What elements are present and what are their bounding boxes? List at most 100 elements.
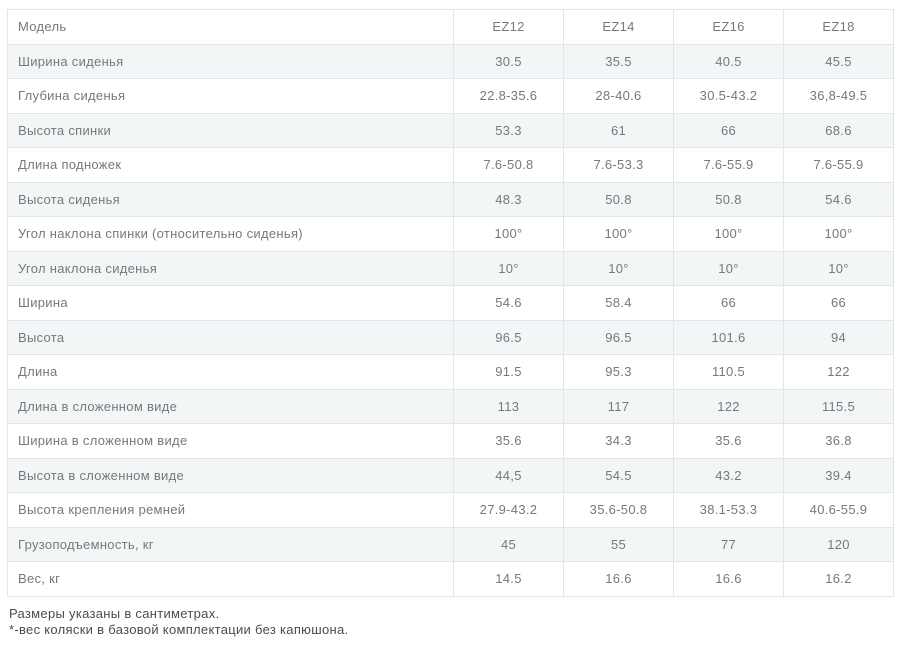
table-row: Длина в сложенном виде 113 117 122 115.5 bbox=[7, 388, 894, 424]
cell-value: 61 bbox=[563, 112, 674, 148]
table-row: Высота крепления ремней 27.9-43.2 35.6-50.… bbox=[7, 492, 894, 528]
cell-value: 77 bbox=[673, 526, 784, 562]
cell-value: 45.5 bbox=[783, 43, 894, 79]
table-row: Высота сиденья 48.3 50.8 50.8 54.6 bbox=[7, 181, 894, 217]
model-name: EZ18 bbox=[783, 9, 894, 45]
row-label: Угол наклона спинки (относительно сидень… bbox=[7, 216, 454, 252]
cell-value: 35.5 bbox=[563, 43, 674, 79]
cell-value: 34.3 bbox=[563, 423, 674, 459]
cell-value: 100° bbox=[783, 216, 894, 252]
cell-value: 66 bbox=[673, 112, 784, 148]
footnotes: Размеры указаны в сантиметрах. *-вес кол… bbox=[7, 606, 894, 638]
cell-value: 100° bbox=[453, 216, 564, 252]
cell-value: 113 bbox=[453, 388, 564, 424]
cell-value: 10° bbox=[783, 250, 894, 286]
cell-value: 35.6 bbox=[453, 423, 564, 459]
cell-value: 66 bbox=[783, 285, 894, 321]
cell-value: 7.6-53.3 bbox=[563, 147, 674, 183]
cell-value: 55 bbox=[563, 526, 674, 562]
footnote-weight: *-вес коляски в базовой комплектации без… bbox=[9, 621, 349, 637]
cell-value: 39.4 bbox=[783, 457, 894, 493]
cell-value: 91.5 bbox=[453, 354, 564, 390]
table-row: Длина 91.5 95.3 110.5 122 bbox=[7, 354, 894, 390]
cell-value: 7.6-50.8 bbox=[453, 147, 564, 183]
row-label: Глубина сиденья bbox=[7, 78, 454, 114]
table-row: Вес, кг 14.5 16.6 16.6 16.2 bbox=[7, 561, 894, 597]
model-name: EZ14 bbox=[563, 9, 674, 45]
table-row: Высота в сложенном виде 44,5 54.5 43.2 39.4 bbox=[7, 457, 894, 493]
table-row: Высота спинки 53.3 61 66 68.6 bbox=[7, 112, 894, 148]
cell-value: 53.3 bbox=[453, 112, 564, 148]
cell-value: 66 bbox=[673, 285, 784, 321]
cell-value: 30.5 bbox=[453, 43, 564, 79]
row-label: Высота в сложенном виде bbox=[7, 457, 454, 493]
table-row: Угол наклона спинки (относительно сидень… bbox=[7, 216, 894, 252]
cell-value: 7.6-55.9 bbox=[673, 147, 784, 183]
cell-value: 16.6 bbox=[563, 561, 674, 597]
table-row: Угол наклона сиденья 10° 10° 10° 10° bbox=[7, 250, 894, 286]
cell-value: 22.8-35.6 bbox=[453, 78, 564, 114]
cell-value: 96.5 bbox=[563, 319, 674, 355]
cell-value: 48.3 bbox=[453, 181, 564, 217]
cell-value: 54.6 bbox=[783, 181, 894, 217]
row-label: Высота сиденья bbox=[7, 181, 454, 217]
cell-value: 50.8 bbox=[673, 181, 784, 217]
cell-value: 54.5 bbox=[563, 457, 674, 493]
header-row: Модель EZ12 EZ14 EZ16 EZ18 bbox=[7, 9, 894, 45]
footnote-units: Размеры указаны в сантиметрах. bbox=[9, 605, 220, 621]
row-label: Ширина в сложенном виде bbox=[7, 423, 454, 459]
cell-value: 16.6 bbox=[673, 561, 784, 597]
cell-value: 28-40.6 bbox=[563, 78, 674, 114]
cell-value: 14.5 bbox=[453, 561, 564, 597]
table-row: Ширина сиденья 30.5 35.5 40.5 45.5 bbox=[7, 43, 894, 79]
cell-value: 100° bbox=[673, 216, 784, 252]
row-label: Длина bbox=[7, 354, 454, 390]
cell-value: 117 bbox=[563, 388, 674, 424]
cell-value: 10° bbox=[453, 250, 564, 286]
cell-value: 44,5 bbox=[453, 457, 564, 493]
cell-value: 38.1-53.3 bbox=[673, 492, 784, 528]
cell-value: 10° bbox=[673, 250, 784, 286]
cell-value: 96.5 bbox=[453, 319, 564, 355]
table-row: Длина подножек 7.6-50.8 7.6-53.3 7.6-55.9 7.… bbox=[7, 147, 894, 183]
cell-value: 54.6 bbox=[453, 285, 564, 321]
cell-value: 10° bbox=[563, 250, 674, 286]
model-name: EZ16 bbox=[673, 9, 784, 45]
row-label: Угол наклона сиденья bbox=[7, 250, 454, 286]
table-row: Высота 96.5 96.5 101.6 94 bbox=[7, 319, 894, 355]
table-row: Ширина в сложенном виде 35.6 34.3 35.6 36.8 bbox=[7, 423, 894, 459]
cell-value: 27.9-43.2 bbox=[453, 492, 564, 528]
row-label: Высота крепления ремней bbox=[7, 492, 454, 528]
row-label: Ширина сиденья bbox=[7, 43, 454, 79]
cell-value: 35.6-50.8 bbox=[563, 492, 674, 528]
cell-value: 50.8 bbox=[563, 181, 674, 217]
row-label: Высота bbox=[7, 319, 454, 355]
row-label: Длина подножек bbox=[7, 147, 454, 183]
cell-value: 30.5-43.2 bbox=[673, 78, 784, 114]
cell-value: 122 bbox=[783, 354, 894, 390]
cell-value: 110.5 bbox=[673, 354, 784, 390]
cell-value: 120 bbox=[783, 526, 894, 562]
cell-value: 122 bbox=[673, 388, 784, 424]
cell-value: 43.2 bbox=[673, 457, 784, 493]
cell-value: 35.6 bbox=[673, 423, 784, 459]
table-row: Ширина 54.6 58.4 66 66 bbox=[7, 285, 894, 321]
specs-table: Модель EZ12 EZ14 EZ16 EZ18 Ширина сиденья 30.5… bbox=[7, 9, 894, 597]
cell-value: 95.3 bbox=[563, 354, 674, 390]
cell-value: 16.2 bbox=[783, 561, 894, 597]
header-label: Модель bbox=[7, 9, 454, 45]
row-label: Высота спинки bbox=[7, 112, 454, 148]
cell-value: 40.6-55.9 bbox=[783, 492, 894, 528]
cell-value: 100° bbox=[563, 216, 674, 252]
cell-value: 7.6-55.9 bbox=[783, 147, 894, 183]
row-label: Грузоподъемность, кг bbox=[7, 526, 454, 562]
row-label: Ширина bbox=[7, 285, 454, 321]
table-row: Глубина сиденья 22.8-35.6 28-40.6 30.5-43.2… bbox=[7, 78, 894, 114]
table-row: Грузоподъемность, кг 45 55 77 120 bbox=[7, 526, 894, 562]
row-label: Вес, кг bbox=[7, 561, 454, 597]
cell-value: 45 bbox=[453, 526, 564, 562]
cell-value: 101.6 bbox=[673, 319, 784, 355]
row-label: Длина в сложенном виде bbox=[7, 388, 454, 424]
cell-value: 68.6 bbox=[783, 112, 894, 148]
